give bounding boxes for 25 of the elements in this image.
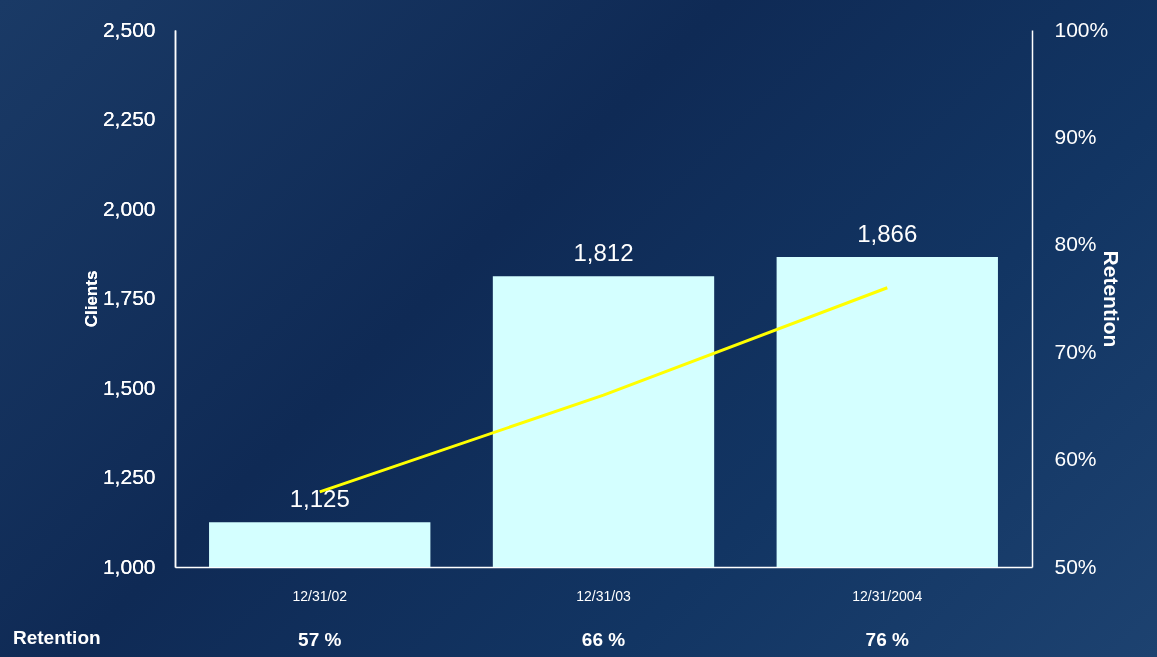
data-label: 1,125 [289,485,350,513]
y-tick-label: 2,000 [102,196,156,220]
y2-tick-label: 50% [1054,554,1097,578]
data-label: 76 % [865,629,910,650]
y-tick-label: 2,500 [102,17,156,41]
y-tick-label: 1,750 [102,286,156,309]
text: Retention [13,627,101,648]
y2-axis-title: Retention [1100,250,1124,348]
y-tick-label: 1,250 [102,465,156,488]
y2-tick-label: 80% [1054,232,1097,256]
x-tick-label: 12/31/02 [292,587,348,604]
y2-tick-label: 90% [1054,124,1097,148]
y-tick-label: 2,250 [102,107,156,130]
y2-tick-label: 70% [1054,339,1097,363]
y-axis-title: Clients [81,270,101,328]
y-tick-label: 1,000 [102,554,156,578]
x-tick-label: 12/31/03 [576,587,631,604]
y2-tick-label: 100% [1054,17,1109,41]
data-label: 66 % [581,629,626,650]
data-label: 1,812 [573,239,634,267]
data-label: 1,866 [857,219,918,247]
data-label: 57 % [298,629,342,650]
y2-tick-label: 60% [1054,447,1097,471]
y-tick-label: 1,500 [102,375,156,399]
x-tick-label: 12/31/2004 [852,587,923,604]
